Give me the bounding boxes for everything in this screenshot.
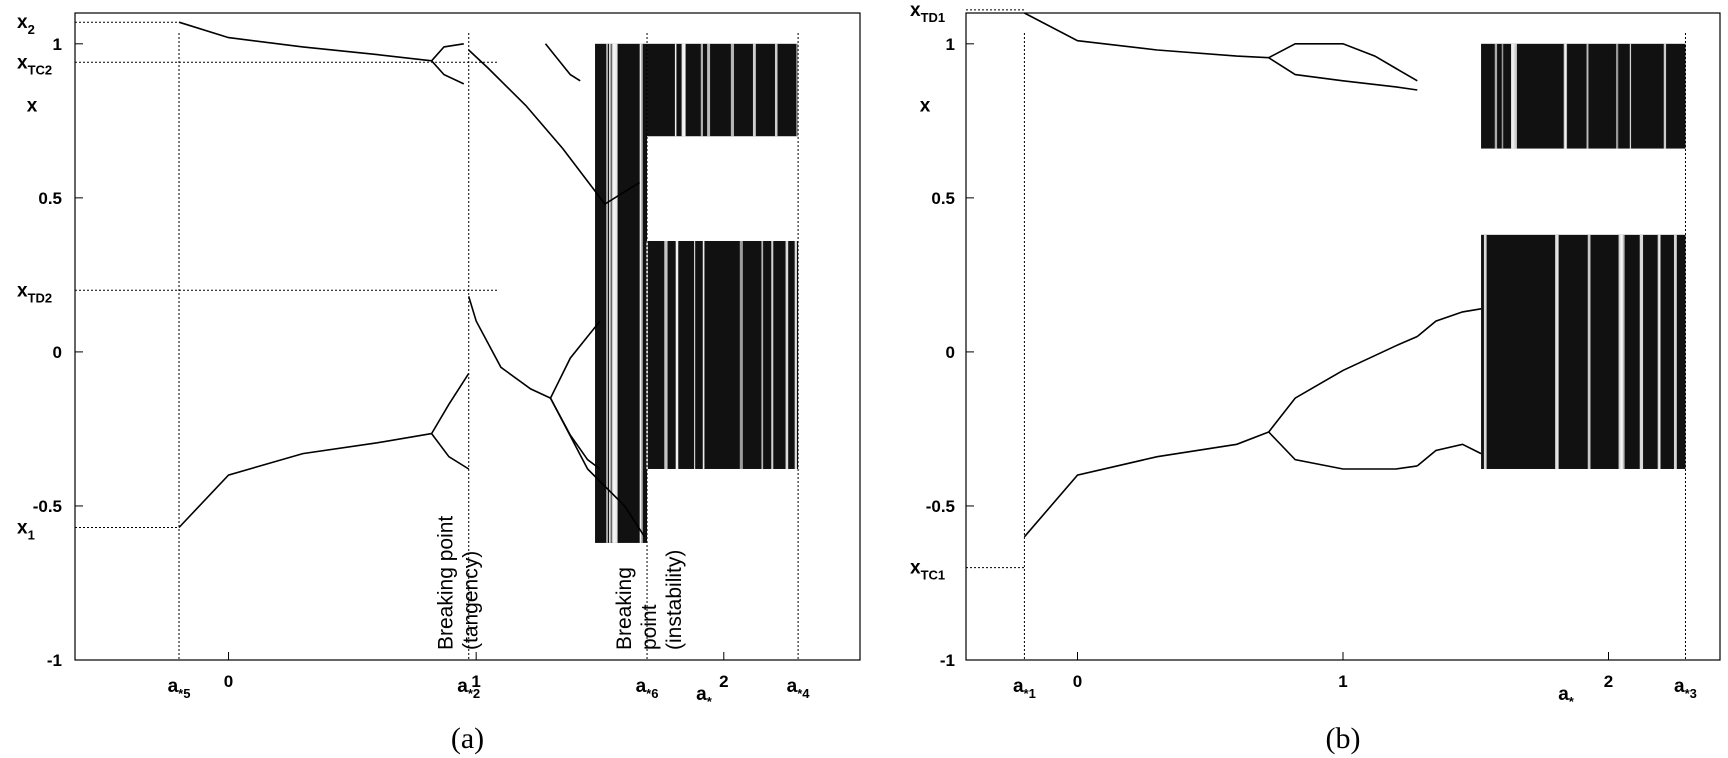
panel-b-branch-1 (1268, 43, 1418, 82)
panel-a-chaotic-band-0 (595, 43, 648, 543)
panel-a-ytick-label: 1 (53, 35, 62, 54)
panel-a-special-y-label: xTD2 (17, 280, 52, 305)
panel-a-ytick-label: -1 (47, 651, 62, 670)
panel-a-branch-9 (549, 397, 601, 470)
panel-a-chaotic-band-2 (647, 240, 799, 469)
panel-a-branch-11 (549, 397, 646, 538)
panel-a-annotation-text: Breaking (613, 567, 636, 650)
panel-a-branch-0 (178, 21, 432, 62)
panel-a-bifurcation-diagram: 10.50-0.5-10 1 2xa*5 a*2 a*6 a*a*4x2xTC2xTD2x… (17, 12, 861, 755)
panel-b-special-x-label: a*1 (1013, 676, 1036, 701)
panel-a-branch-10 (544, 43, 581, 82)
panel-a-branch-7 (467, 296, 551, 399)
panel-a-branch-6 (468, 49, 641, 206)
panel-b-ytick-label: -1 (940, 651, 955, 670)
panel-a-ylabel: x (27, 96, 38, 117)
panel-b-ytick-label: 1 (946, 35, 955, 54)
panel-b-branch-4 (1268, 335, 1418, 433)
panel-b-caption: (b) (1326, 722, 1361, 755)
panel-a-annotation-text: Breaking point (435, 516, 458, 650)
panel-b-special-x-label: a* (1558, 684, 1575, 709)
panel-b-branch-6 (1416, 308, 1482, 338)
panel-b-xtick-label: 1 (1338, 672, 1347, 691)
panel-b-xtick-label: 2 (1604, 672, 1613, 691)
panel-b-ylabel: x (920, 96, 931, 117)
panel-b-special-x-label: a*3 (1674, 676, 1697, 701)
panel-a-annotation-text: point (638, 604, 661, 650)
panel-a-branch-8 (549, 320, 601, 399)
panel-b-ytick-label: 0 (946, 343, 955, 362)
panel-b-xtick-label: 0 (1073, 672, 1082, 691)
panel-a-branch-2 (431, 60, 465, 85)
panel-b-special-y-label: xTC1 (910, 558, 945, 583)
panel-a-special-x-label: a*6 (636, 676, 659, 701)
panel-a-branch-5 (430, 433, 470, 470)
panel-b-bifurcation-diagram: 1 0.5 0 -0.5 -1 0 1 2 x a*1 a* a*3 xTD1 xTC1 (b) (910, 0, 1721, 755)
panel-a-axes-frame (74, 12, 861, 661)
panel-b-branch-2 (1268, 57, 1418, 91)
panel-a-xtick-label: 0 (224, 672, 233, 691)
panel-a-chaotic-band-1 (647, 43, 799, 137)
panel-b-branch-3 (1023, 431, 1269, 538)
panel-a-special-x-label: a* (696, 684, 713, 709)
panel-b-special-y-label: xTD1 (910, 0, 945, 25)
panel-b-branch-5 (1268, 431, 1418, 470)
panel-a-ytick-label: 0.5 (38, 189, 62, 208)
panel-a-xtick-label: 1 (471, 672, 480, 691)
panel-a-special-y-label: x2 (17, 12, 35, 37)
panel-a-special-y-label: x1 (17, 518, 35, 543)
panel-a-branch-1 (431, 43, 464, 62)
panel-a-special-x-label: a*4 (787, 676, 811, 701)
panel-a-annotation-text: (instability) (663, 550, 686, 650)
panel-a-special-y-label: xTC2 (17, 52, 52, 77)
panel-a-xtick-label: 2 (719, 672, 728, 691)
panel-a-special-x-label: a*5 (168, 676, 191, 701)
panel-a-branch-4 (430, 373, 470, 435)
panel-b-ytick-label: -0.5 (926, 497, 955, 516)
panel-b-branch-7 (1416, 443, 1482, 467)
panel-a-branch-3 (178, 432, 432, 529)
panel-b-branch-0 (1024, 12, 1269, 59)
panel-a-caption: (a) (451, 722, 484, 755)
panel-a-annotation-text: (tangency) (460, 551, 483, 650)
panel-a-ytick-label: -0.5 (33, 497, 62, 516)
panel-a-ytick-label: 0 (53, 343, 62, 362)
panel-b-ytick-label: 0.5 (931, 189, 955, 208)
panel-b-chaotic-band-1 (1481, 234, 1686, 469)
